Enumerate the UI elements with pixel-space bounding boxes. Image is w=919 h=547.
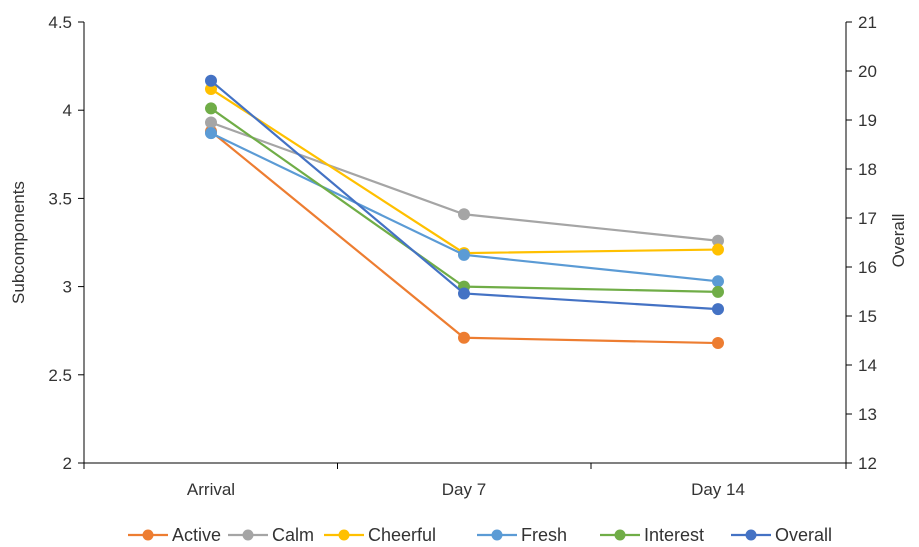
chart-series xyxy=(205,74,724,350)
data-point-calm xyxy=(712,234,724,247)
x-axis-ticks: Arrival Day 7 Day 14 xyxy=(83,463,847,499)
right-y-tick-label: 21 xyxy=(858,13,877,32)
data-point-fresh xyxy=(205,127,217,140)
left-y-tick-label: 4 xyxy=(63,101,72,120)
legend-label-interest: Interest xyxy=(644,525,704,545)
legend-marker-calm xyxy=(242,529,254,541)
legend-label-overall: Overall xyxy=(775,525,832,545)
legend-item-cheerful: Cheerful xyxy=(324,525,436,545)
right-y-tick-label: 15 xyxy=(858,307,877,326)
right-y-tick-label: 16 xyxy=(858,258,877,277)
legend-marker-interest xyxy=(614,529,626,541)
left-y-tick-label: 2.5 xyxy=(48,366,72,385)
right-y-tick-label: 12 xyxy=(858,454,877,473)
left-y-axis-ticks: 2 2.5 3 3.5 4 4.5 xyxy=(48,13,84,473)
series-line-overall xyxy=(210,79,719,311)
right-y-tick-label: 18 xyxy=(858,160,877,179)
data-point-fresh xyxy=(712,275,724,288)
data-point-calm xyxy=(458,208,470,221)
legend-label-calm: Calm xyxy=(272,525,314,545)
data-point-cheerful xyxy=(205,83,217,96)
left-y-tick-label: 4.5 xyxy=(48,13,72,32)
series-line-cheerful xyxy=(210,88,719,255)
data-point-active xyxy=(712,337,724,350)
series-overall xyxy=(205,74,724,316)
right-y-axis-title: Overall xyxy=(889,214,908,268)
data-point-overall xyxy=(712,303,724,316)
data-point-interest xyxy=(712,285,724,298)
series-interest xyxy=(205,102,724,298)
legend-item-calm: Calm xyxy=(228,525,314,545)
right-y-tick-label: 19 xyxy=(858,111,877,130)
left-y-tick-label: 2 xyxy=(63,454,72,473)
right-y-tick-label: 14 xyxy=(858,356,877,375)
legend-item-interest: Interest xyxy=(600,525,704,545)
series-fresh xyxy=(205,127,724,288)
series-line-interest xyxy=(210,107,719,293)
legend-label-active: Active xyxy=(172,525,221,545)
legend-marker-fresh xyxy=(491,529,503,541)
data-point-calm xyxy=(205,116,217,129)
x-tick-label: Day 14 xyxy=(691,480,745,499)
right-y-tick-label: 20 xyxy=(858,62,877,81)
data-point-interest xyxy=(205,102,217,115)
data-point-overall xyxy=(458,287,470,300)
left-y-tick-label: 3 xyxy=(63,278,72,297)
series-line-calm xyxy=(210,121,719,242)
left-y-tick-label: 3.5 xyxy=(48,189,72,208)
right-y-axis-ticks: 12 13 14 15 16 17 18 19 20 21 xyxy=(846,13,877,473)
legend-label-cheerful: Cheerful xyxy=(368,525,436,545)
data-point-active xyxy=(458,331,470,344)
legend-label-fresh: Fresh xyxy=(521,525,567,545)
data-point-fresh xyxy=(458,248,470,261)
right-y-tick-label: 13 xyxy=(858,405,877,424)
series-calm xyxy=(205,116,724,247)
legend-item-fresh: Fresh xyxy=(477,525,567,545)
x-tick-label: Day 7 xyxy=(442,480,486,499)
legend-marker-active xyxy=(142,529,154,541)
x-tick-label: Arrival xyxy=(187,480,235,499)
data-point-overall xyxy=(205,74,217,87)
chart-legend: Active Calm Cheerful Fresh Interest Overall xyxy=(128,525,832,545)
chart-axes xyxy=(83,22,847,464)
data-point-cheerful xyxy=(712,243,724,256)
legend-marker-cheerful xyxy=(338,529,350,541)
legend-marker-overall xyxy=(745,529,757,541)
left-y-axis-title: Subcomponents xyxy=(9,181,28,304)
legend-item-active: Active xyxy=(128,525,221,545)
right-y-tick-label: 17 xyxy=(858,209,877,228)
legend-item-overall: Overall xyxy=(731,525,832,545)
